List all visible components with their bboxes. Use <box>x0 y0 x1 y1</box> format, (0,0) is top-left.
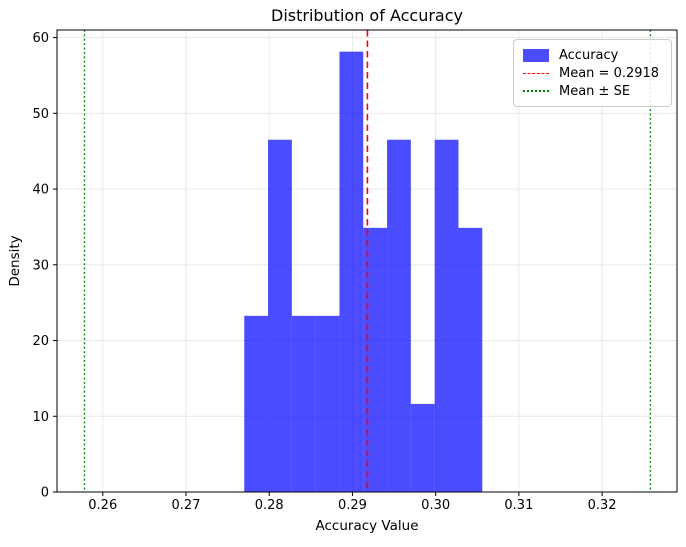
legend-entry-mean: Mean = 0.2918 <box>523 64 662 82</box>
x-tick-label: 0.31 <box>504 498 533 513</box>
legend-label: Mean ± SE <box>559 83 631 99</box>
y-tick-label: 0 <box>41 486 49 501</box>
y-tick-label: 60 <box>32 31 49 46</box>
legend-label: Mean = 0.2918 <box>559 65 660 81</box>
axes-spines <box>56 29 678 493</box>
histogram-bar <box>434 139 459 492</box>
x-axis-label: Accuracy Value <box>315 518 419 534</box>
legend-swatch-accuracy-patch <box>523 48 549 62</box>
y-axis-label: Density <box>7 235 23 287</box>
legend-entry-se: Mean ± SE <box>523 82 662 100</box>
y-tick-label: 50 <box>32 107 49 122</box>
legend: Accuracy Mean = 0.2918 Mean ± SE <box>513 39 672 107</box>
histogram-bar <box>268 139 292 492</box>
legend-swatch-mean-dashed-line <box>523 72 549 74</box>
y-tick-label: 10 <box>32 410 49 425</box>
histogram-bar <box>244 315 269 492</box>
histogram-bar <box>363 227 388 492</box>
x-tick-label: 0.28 <box>255 498 284 513</box>
legend-label: Accuracy <box>559 47 619 63</box>
legend-entry-accuracy: Accuracy <box>523 46 662 64</box>
x-tick-label: 0.27 <box>172 498 201 513</box>
x-tick-label: 0.32 <box>588 498 617 513</box>
x-tick-label: 0.30 <box>421 498 450 513</box>
y-tick-label: 20 <box>32 334 49 349</box>
chart-title: Distribution of Accuracy <box>271 6 463 25</box>
histogram-bar <box>387 139 411 492</box>
histogram-bar <box>315 315 340 492</box>
histogram-bar <box>339 51 364 493</box>
histogram-bar <box>291 315 316 492</box>
y-tick-label: 30 <box>32 258 49 273</box>
histogram-bar <box>410 403 435 492</box>
legend-swatch-se-dotted-line <box>523 90 549 92</box>
histogram-bar <box>458 227 483 492</box>
x-tick-label: 0.26 <box>88 498 117 513</box>
y-tick-label: 40 <box>32 183 49 198</box>
x-tick-label: 0.29 <box>338 498 367 513</box>
